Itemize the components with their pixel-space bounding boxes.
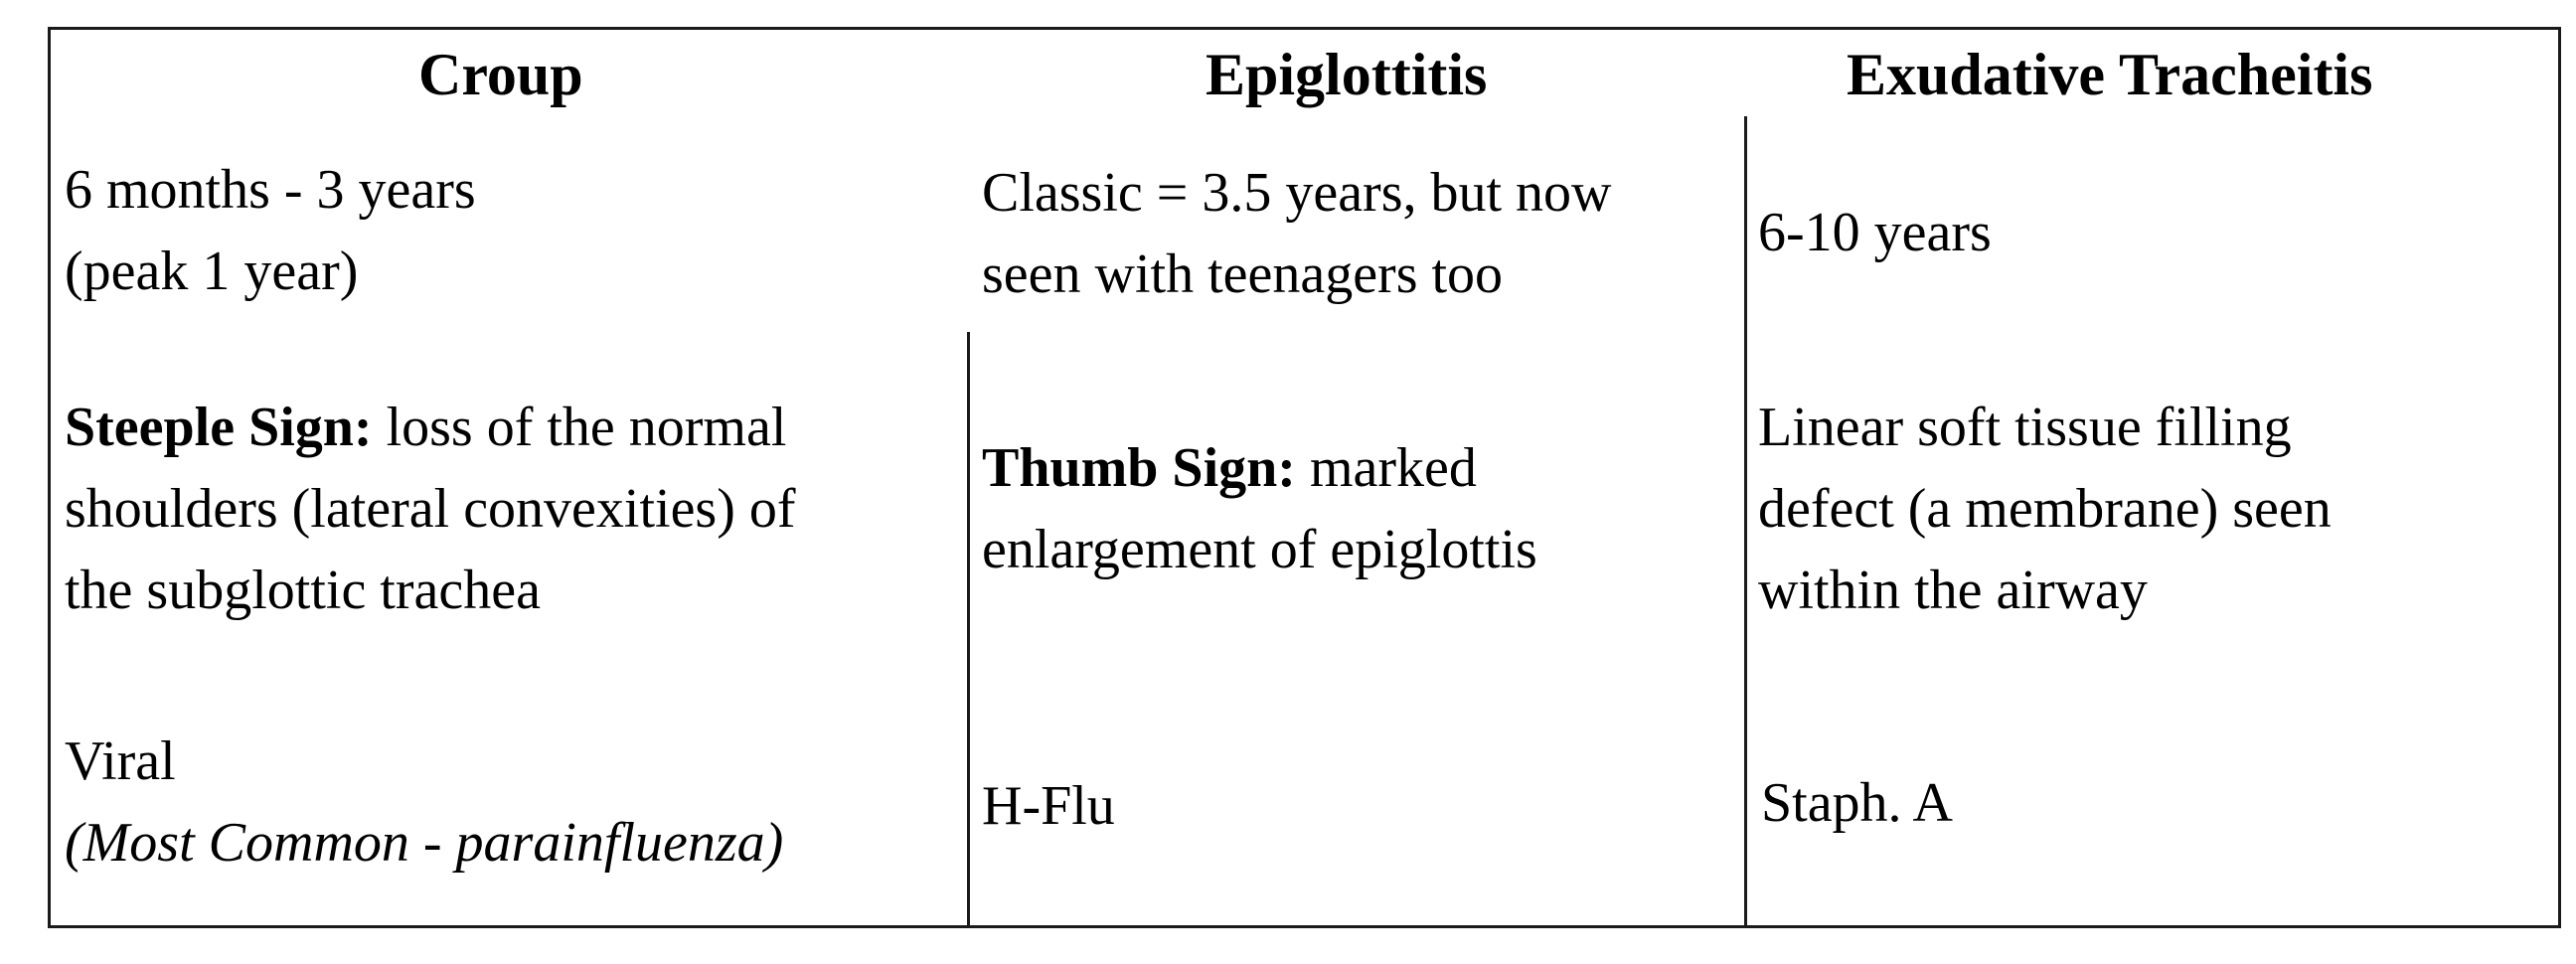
croup-sign: Steeple Sign: loss of the normal shoulde… xyxy=(65,387,796,631)
croup-age-line: 6 months - 3 years xyxy=(65,159,476,221)
epiglottitis-sign-text: enlargement of epiglottis xyxy=(982,519,1537,580)
epiglottitis-age: Classic = 3.5 years, but now seen with t… xyxy=(982,152,1612,315)
epiglottitis-sign: Thumb Sign: marked enlargement of epiglo… xyxy=(982,427,1537,590)
epiglottitis-cause: H-Flu xyxy=(982,765,1115,847)
tracheitis-sign-text: within the airway xyxy=(1758,560,2148,621)
steeple-sign-term: Steeple Sign: xyxy=(65,397,373,458)
header-croup: Croup xyxy=(418,42,583,107)
divider-tracheitis xyxy=(1744,116,1747,928)
croup-sign-text: shoulders (lateral convexities) of xyxy=(65,478,796,540)
croup-cause-main: Viral xyxy=(65,730,176,792)
comparison-table xyxy=(48,27,2561,928)
epiglottitis-age-line: Classic = 3.5 years, but now xyxy=(982,162,1612,224)
thumb-sign-term: Thumb Sign: xyxy=(982,437,1296,499)
croup-age: 6 months - 3 years (peak 1 year) xyxy=(65,149,476,312)
croup-age-line: (peak 1 year) xyxy=(65,241,359,302)
tracheitis-age: 6-10 years xyxy=(1758,192,1992,273)
epiglottitis-sign-text: marked xyxy=(1295,437,1477,499)
tracheitis-age-line: 6-10 years xyxy=(1758,202,1992,263)
tracheitis-sign-text: Linear soft tissue filling xyxy=(1758,397,2292,458)
croup-sign-text: the subglottic trachea xyxy=(65,560,541,621)
tracheitis-sign-text: defect (a membrane) seen xyxy=(1758,478,2332,540)
croup-cause: Viral (Most Common - parainfluenza) xyxy=(65,721,783,884)
tracheitis-cause: Staph. A xyxy=(1761,762,1953,844)
croup-cause-note: (Most Common - parainfluenza) xyxy=(65,812,784,874)
tracheitis-sign: Linear soft tissue filling defect (a mem… xyxy=(1758,387,2332,631)
tracheitis-cause-text: Staph. A xyxy=(1761,772,1953,834)
header-tracheitis: Exudative Tracheitis xyxy=(1847,42,2373,107)
divider-epiglottitis xyxy=(967,332,970,928)
epiglottitis-cause-text: H-Flu xyxy=(982,775,1115,837)
epiglottitis-age-line: seen with teenagers too xyxy=(982,243,1504,305)
croup-sign-text: loss of the normal xyxy=(372,397,787,458)
header-epiglottitis: Epiglottitis xyxy=(1206,42,1488,107)
